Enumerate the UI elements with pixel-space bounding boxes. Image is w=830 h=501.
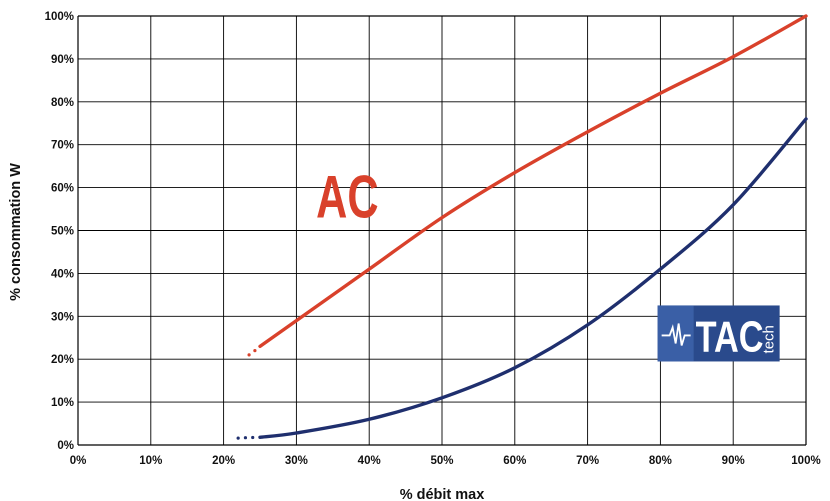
x-tick-label: 50% bbox=[430, 455, 453, 467]
y-tick-label: 30% bbox=[51, 311, 74, 323]
logo-wave-panel bbox=[657, 305, 694, 362]
y-tick-label: 20% bbox=[51, 354, 74, 366]
x-axis-title: % débit max bbox=[400, 487, 485, 501]
logo-text-tac: TAC bbox=[696, 312, 764, 361]
y-axis-title: % consommation W bbox=[8, 163, 24, 301]
series-line-series-2 bbox=[258, 117, 808, 439]
x-tick-label: 90% bbox=[722, 455, 745, 467]
logo-wave-icon bbox=[661, 323, 691, 346]
y-tick-label: 60% bbox=[51, 183, 74, 195]
y-tick-label: 0% bbox=[57, 440, 74, 452]
series-dot-series-2 bbox=[251, 435, 255, 440]
x-tick-label: 70% bbox=[576, 455, 599, 467]
y-tick-label: 90% bbox=[51, 54, 74, 66]
y-tick-label: 100% bbox=[45, 11, 74, 23]
x-tick-label: 10% bbox=[139, 455, 162, 467]
series-dot-series-2 bbox=[243, 436, 248, 440]
x-tick-label: 30% bbox=[285, 455, 308, 467]
x-tick-label: 40% bbox=[358, 455, 381, 467]
series-line-ac bbox=[258, 14, 808, 349]
series-dot-ac bbox=[247, 353, 251, 357]
x-tick-label: 60% bbox=[503, 455, 526, 467]
series-dot-series-2 bbox=[236, 436, 240, 440]
y-tick-label: 50% bbox=[51, 226, 74, 238]
annotation-label: AC bbox=[316, 165, 378, 232]
x-tick-label: 20% bbox=[212, 455, 235, 467]
x-tick-label: 80% bbox=[649, 455, 672, 467]
logo-text-tech: tech bbox=[761, 325, 778, 353]
y-tick-label: 40% bbox=[51, 268, 74, 280]
tick-labels: 0% 10% 20% 30% 40% 50% 60% 70% 80% 90% 100% 0% 10% 20… bbox=[45, 11, 821, 467]
x-tick-label: 100% bbox=[791, 455, 820, 467]
y-tick-label: 80% bbox=[51, 97, 74, 109]
y-tick-label: 70% bbox=[51, 140, 74, 152]
y-tick-label: 10% bbox=[51, 397, 74, 409]
series-dot-ac bbox=[253, 349, 257, 353]
x-tick-label: 0% bbox=[70, 455, 87, 467]
series-layer bbox=[236, 14, 808, 440]
